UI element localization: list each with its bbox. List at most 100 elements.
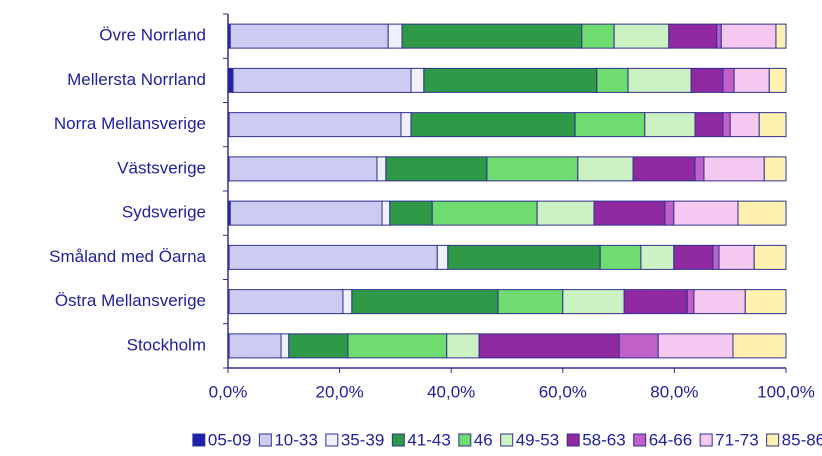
x-tick-label: 60,0% [539, 382, 587, 401]
legend-swatch [500, 433, 514, 447]
bar-segment [694, 156, 705, 182]
bar-segment [593, 200, 666, 226]
bar-segment [486, 156, 579, 182]
bar-segment [381, 200, 391, 226]
bar-segment [775, 23, 787, 49]
bar-segment [599, 244, 642, 270]
bar-segment [694, 112, 724, 138]
bar-segment [690, 67, 724, 93]
legend-swatch [458, 433, 472, 447]
bar-segment [722, 67, 735, 93]
bar-segment [581, 23, 615, 49]
category-label: Småland med Öarna [49, 247, 206, 266]
bar-segment [733, 67, 770, 93]
bar-segment [229, 200, 383, 226]
bar-segment [446, 333, 480, 359]
bar-segment [627, 67, 692, 93]
bar-segment [744, 289, 787, 315]
legend-swatch [258, 433, 272, 447]
category-label: Norra Mellansverige [54, 114, 206, 133]
legend-label: 85-86 [782, 430, 822, 449]
bar-segment [536, 200, 595, 226]
bar-segment [232, 67, 412, 93]
legend-swatch [325, 433, 339, 447]
bar-segment [758, 112, 787, 138]
bar-segment [640, 244, 675, 270]
bar-segment [596, 67, 629, 93]
bar-segment [737, 200, 787, 226]
legend-swatch [566, 433, 580, 447]
bar-segment [431, 200, 538, 226]
bar-segment [732, 333, 787, 359]
bar-segment [768, 67, 787, 93]
legend-label: 10-33 [274, 430, 317, 449]
legend-label: 58-63 [582, 430, 625, 449]
category-label: Sydsverige [122, 203, 206, 222]
bar-segment [436, 244, 449, 270]
legend-label: 35-39 [341, 430, 384, 449]
bar-segment [703, 156, 765, 182]
category-label: Övre Norrland [99, 26, 206, 45]
bar-segment [351, 289, 499, 315]
legend-swatch [192, 433, 206, 447]
bar-segment [712, 244, 720, 270]
bar-segment [347, 333, 448, 359]
bar-segment [227, 67, 234, 93]
bar-segment [376, 156, 387, 182]
bar-segment [423, 67, 598, 93]
bar-segment [228, 244, 438, 270]
bar-segment [763, 156, 787, 182]
legend-label: 41-43 [407, 430, 450, 449]
category-label: Östra Mellansverige [55, 291, 206, 310]
bar-segment [623, 289, 688, 315]
bar-segment [280, 333, 290, 359]
bar-segment [574, 112, 646, 138]
bar-segment [753, 244, 787, 270]
bar-segment [722, 112, 731, 138]
bar-segment [562, 289, 625, 315]
bar-segment [228, 289, 344, 315]
x-tick-label: 80,0% [650, 382, 698, 401]
bar-segment [497, 289, 564, 315]
legend-label: 46 [474, 430, 493, 449]
bar-segment [720, 23, 777, 49]
bar-segment [613, 23, 670, 49]
legend-label: 49-53 [516, 430, 559, 449]
bar-segment [228, 112, 402, 138]
bar-segment [618, 333, 659, 359]
bar-segment [657, 333, 734, 359]
bar-segment [410, 112, 576, 138]
legend-label: 71-73 [715, 430, 758, 449]
category-label: Mellersta Norrland [67, 70, 206, 89]
bar-segment [718, 244, 755, 270]
bar-segment [673, 200, 739, 226]
x-tick-label: 100,0% [757, 382, 815, 401]
bar-segment [342, 289, 353, 315]
bar-segment [288, 333, 349, 359]
bar-segment [478, 333, 620, 359]
bar-segment [673, 244, 714, 270]
bar-segment [632, 156, 696, 182]
bar-segment [693, 289, 746, 315]
bar-segment [228, 333, 282, 359]
bar-segment [385, 156, 488, 182]
bar-segment [729, 112, 760, 138]
category-label: Stockholm [127, 335, 206, 354]
bar-segment [664, 200, 675, 226]
bar-segment [716, 23, 722, 49]
bar-segment [686, 289, 695, 315]
bar-segment [229, 23, 389, 49]
bar-segment [401, 23, 583, 49]
bar-segment [400, 112, 412, 138]
x-tick-label: 20,0% [315, 382, 363, 401]
category-label: Västsverige [117, 158, 206, 177]
bar-segment [410, 67, 425, 93]
bar-segment [577, 156, 634, 182]
bar-segment [447, 244, 601, 270]
bar-segment [644, 112, 696, 138]
legend-swatch [766, 433, 780, 447]
bar-segment [668, 23, 718, 49]
bar-segment [389, 200, 433, 226]
x-tick-label: 0,0% [209, 382, 248, 401]
